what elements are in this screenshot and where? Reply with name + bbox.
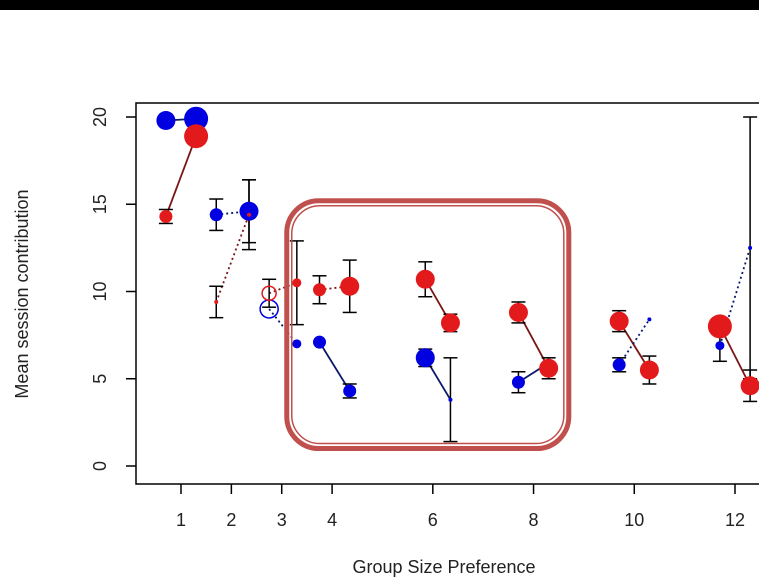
blue-point	[715, 341, 725, 351]
blue-connector	[618, 318, 651, 366]
blue-point	[292, 339, 302, 349]
highlight-box	[284, 198, 572, 452]
y-tick-label: 20	[90, 107, 110, 127]
red-point	[539, 358, 559, 378]
highlight-inner	[291, 205, 565, 445]
red-point	[292, 278, 302, 288]
red-point	[740, 376, 759, 396]
x-tick-label: 4	[327, 510, 337, 530]
y-tick-label: 15	[90, 194, 110, 214]
blue-point	[209, 208, 223, 222]
blue-point	[239, 201, 259, 221]
x-tick-label: 3	[277, 510, 287, 530]
x-tick-label: 2	[226, 510, 236, 530]
red-point	[313, 283, 326, 297]
red-point	[261, 285, 277, 301]
y-tick-label: 10	[90, 281, 110, 301]
blue-connector	[268, 308, 298, 345]
x-tick-label: 1	[176, 510, 186, 530]
series-connectors	[165, 117, 751, 401]
red-point	[440, 313, 460, 333]
red-connector	[517, 312, 550, 369]
blue-point	[343, 384, 357, 398]
red-point	[609, 311, 629, 331]
x-tick-label: 8	[529, 510, 539, 530]
red-point	[246, 212, 251, 217]
red-point	[508, 302, 528, 322]
red-connector	[215, 214, 250, 303]
red-point	[214, 299, 219, 304]
red-connector	[618, 320, 651, 371]
red-point	[184, 124, 209, 149]
blue-point	[647, 317, 652, 322]
x-tick-label: 6	[428, 510, 438, 530]
red-point	[159, 209, 173, 223]
highlight-outer	[284, 198, 572, 452]
data-points	[156, 106, 759, 402]
red-point	[340, 276, 360, 296]
blue-point	[313, 335, 326, 349]
y-tick-label: 0	[90, 461, 110, 471]
red-point	[707, 314, 732, 339]
blue-point	[612, 358, 626, 372]
y-axis-title: Mean session contribution	[12, 189, 32, 398]
y-tick-label: 5	[90, 374, 110, 384]
red-point	[639, 360, 659, 380]
blue-point	[511, 375, 525, 389]
red-point	[415, 269, 435, 289]
blue-point	[184, 106, 209, 131]
error-bars	[158, 116, 758, 443]
plot-frame	[135, 102, 759, 485]
blue-point	[748, 245, 753, 250]
top-bar	[0, 0, 759, 10]
red-connector	[165, 135, 197, 217]
blue-point	[156, 110, 176, 130]
x-axis: 1 2 3 4 6 8 10 12	[176, 484, 745, 530]
x-tick-label: 10	[624, 510, 644, 530]
blue-connector	[719, 247, 751, 346]
blue-point	[448, 397, 453, 402]
blue-point	[415, 348, 435, 368]
blue-connector	[318, 341, 351, 392]
plot-border	[135, 102, 759, 485]
x-tick-label: 12	[725, 510, 745, 530]
y-axis: 0 5 10 15 20	[90, 107, 136, 471]
x-axis-title: Group Size Preference	[352, 557, 535, 577]
